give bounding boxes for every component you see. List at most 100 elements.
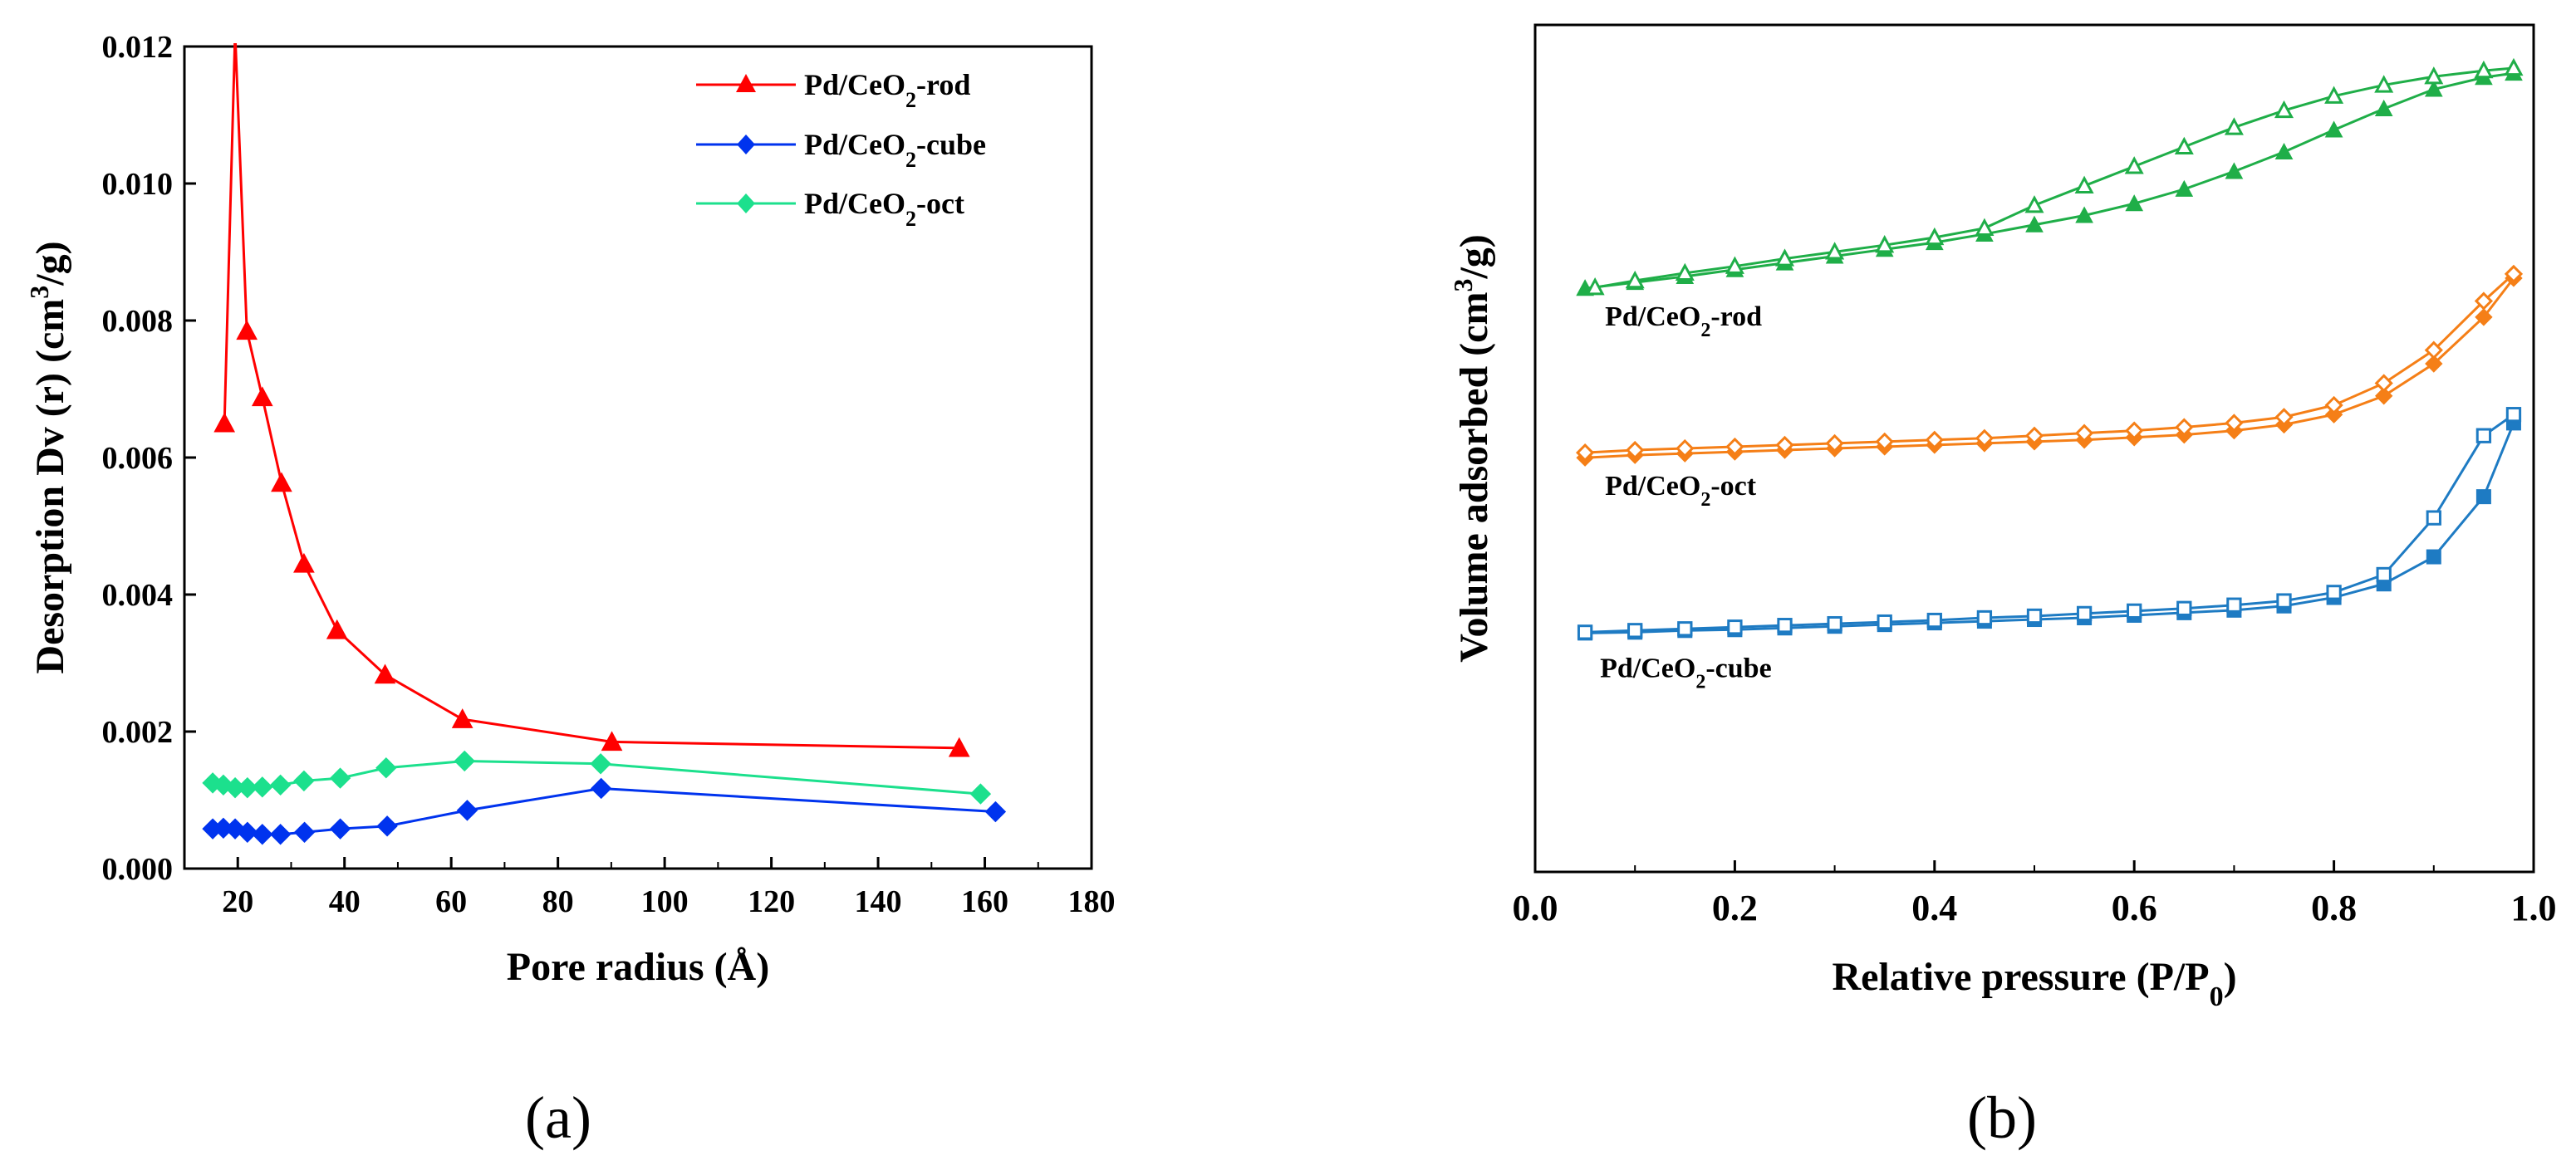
desorption-point — [2504, 264, 2524, 284]
data-point — [601, 731, 623, 752]
desorption-point — [1676, 438, 1695, 458]
series-Pd/CeO2-cube — [1577, 407, 2522, 641]
adsorption-point — [2374, 387, 2393, 405]
desorption-point — [2024, 426, 2044, 445]
panel-a-legend: Pd/CeO2-rod Pd/CeO2-cube Pd/CeO2-oct — [696, 68, 986, 231]
legend-label-oct: Pd/CeO2-oct — [804, 187, 964, 231]
data-point — [213, 412, 236, 433]
legend-item-oct: Pd/CeO2-oct — [696, 187, 964, 231]
curve-label-cube: Pd/CeO2-cube — [1600, 653, 1772, 693]
panel-a-x-tick-label: 40 — [329, 884, 361, 919]
adsorption-line — [1585, 422, 2515, 634]
desorption-point — [2324, 395, 2343, 415]
desorption-point — [2024, 195, 2044, 213]
legend-label-rod: Pd/CeO2-rod — [804, 68, 970, 112]
panel-a-y-axis-title: Desorption Dv (r) (cm3/g) — [24, 241, 72, 673]
desorption-point — [2224, 117, 2244, 135]
data-point — [329, 818, 351, 840]
data-point — [269, 774, 292, 796]
panel-b-chart: 0.0 0.2 0.4 0.6 0.8 1.0 Pd/CeO2-rod Pd/CeO2-oc… — [1448, 23, 2557, 1151]
desorption-point — [1925, 430, 1944, 449]
desorption-point — [1877, 614, 1892, 630]
desorption-point — [2474, 291, 2494, 311]
legend-marker-cube — [737, 135, 755, 154]
panel-a-y-tick-label: 0.010 — [102, 167, 174, 202]
desorption-point — [2074, 423, 2094, 443]
adsorption-point — [2125, 194, 2144, 212]
panel-a-x-tick-label: 20 — [222, 884, 253, 919]
desorption-point — [1975, 218, 1995, 236]
desorption-point — [2474, 60, 2494, 79]
desorption-point — [2376, 566, 2392, 583]
desorption-point — [1875, 432, 1894, 451]
desorption-point — [2226, 597, 2242, 613]
data-point — [293, 821, 316, 843]
desorption-point — [1976, 610, 1993, 626]
data-point — [236, 320, 258, 340]
desorption-point — [2504, 57, 2524, 76]
panel-b-y-axis-title: Volume adsorbed (cm3/g) — [1448, 234, 1496, 663]
panel-b-x-tick-label: 0.2 — [1712, 888, 1758, 928]
desorption-point — [1925, 227, 1945, 246]
legend-marker-oct — [737, 193, 755, 213]
data-point — [293, 552, 315, 573]
adsorption-point — [2475, 308, 2493, 326]
adsorption-point — [2424, 80, 2443, 97]
desorption-point — [1625, 270, 1645, 289]
data-point — [269, 824, 292, 845]
data-point — [252, 824, 273, 845]
desorption-point — [2026, 608, 2043, 624]
desorption-point — [2424, 340, 2443, 360]
desorption-point — [1725, 256, 1744, 274]
adsorption-point — [2425, 355, 2443, 373]
legend-item-rod: Pd/CeO2-rod — [696, 68, 970, 112]
data-point — [590, 777, 612, 800]
desorption-point — [2505, 407, 2522, 423]
panel-a-y-tick-label: 0.004 — [102, 578, 174, 613]
desorption-point — [2426, 510, 2441, 526]
panel-a-x-axis-title: Pore radius (Å) — [507, 945, 769, 989]
desorption-point — [1827, 615, 1842, 632]
series-Pd/CeO2-oct — [1575, 264, 2524, 467]
desorption-point — [1575, 443, 1595, 463]
desorption-point — [2374, 75, 2394, 93]
panel-b-x-axis-title: Relative pressure (P/P0) — [1832, 955, 2236, 1012]
data-point — [326, 619, 348, 639]
panel-b-x-tick-label: 1.0 — [2511, 888, 2557, 928]
panel-a-ticks: 20 40 60 80 100 120 140 160 180 0.000 0.002 0.004 0.… — [102, 30, 1116, 919]
data-point — [451, 708, 473, 728]
panel-a-y-tick-label: 0.002 — [102, 715, 174, 750]
adsorption-point — [2025, 215, 2044, 233]
adsorption-point — [2475, 489, 2491, 505]
panel-a-y-tick-label: 0.000 — [102, 852, 174, 887]
legend-label-cube: Pd/CeO2-cube — [804, 128, 986, 172]
adsorption-point — [2324, 405, 2343, 423]
desorption-point — [2074, 175, 2094, 193]
adsorption-point — [2075, 206, 2093, 223]
panel-a-y-tick-label: 0.008 — [102, 304, 174, 339]
panel-b-series — [1575, 57, 2524, 641]
panel-a-x-tick-label: 180 — [1068, 884, 1116, 919]
data-point — [969, 783, 992, 805]
desorption-point — [2326, 585, 2342, 600]
data-point — [293, 770, 315, 792]
desorption-point — [2125, 421, 2144, 440]
data-point — [984, 800, 1007, 823]
series-Pd/CeO2-oct — [202, 750, 992, 805]
panel-a-x-tick-label: 60 — [435, 884, 467, 919]
panel-b-x-tick-label: 0.0 — [1513, 888, 1558, 928]
panel-a-y-tick-label: 0.012 — [102, 30, 174, 65]
desorption-point — [1626, 440, 1645, 460]
panel-b-x-tick-label: 0.8 — [2311, 888, 2357, 928]
desorption-point — [2424, 66, 2444, 85]
desorption-point — [1727, 619, 1743, 635]
desorption-point — [1777, 618, 1793, 634]
series-Pd/CeO2-rod — [213, 43, 970, 757]
data-point — [375, 757, 397, 779]
desorption-point — [2176, 600, 2192, 616]
adsorption-point — [2175, 179, 2194, 197]
data-point — [374, 663, 396, 684]
data-point — [948, 737, 970, 757]
panel-a-series — [202, 43, 1007, 845]
panel-b-curve-labels: Pd/CeO2-rod Pd/CeO2-oct Pd/CeO2-cube — [1600, 301, 1772, 693]
